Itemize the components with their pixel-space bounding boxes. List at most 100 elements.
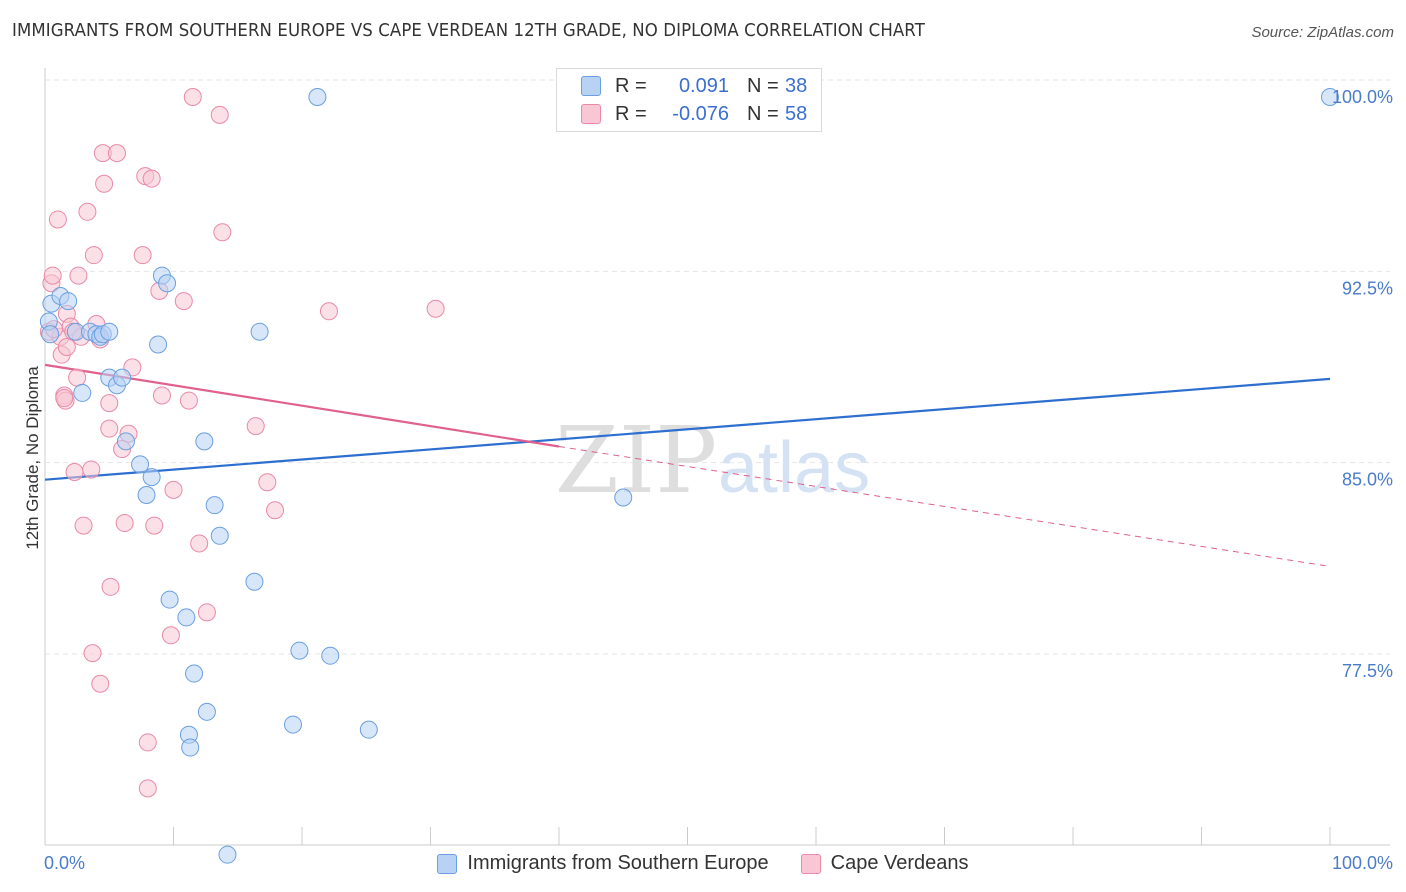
data-point-cape-verdeans [174,292,193,311]
data-point-cape-verdeans [78,202,97,221]
data-point-southern-europe [142,468,161,487]
legend-label-southern-europe: Immigrants from Southern Europe [467,852,769,874]
watermark-atlas: atlas [718,428,870,508]
data-point-southern-europe [177,608,196,627]
trend-line-southern-europe [44,377,1331,481]
data-point-cape-verdeans [145,516,164,535]
data-point-southern-europe [195,432,214,451]
data-point-cape-verdeans [43,266,62,285]
y-tick-label: 92.5% [1342,278,1393,298]
y-tick-label: 100.0% [1332,87,1393,107]
data-point-cape-verdeans [319,302,338,321]
data-point-southern-europe [290,641,309,660]
source-label: Source: ZipAtlas.com [1251,24,1394,41]
data-point-cape-verdeans [100,419,119,438]
data-point-southern-europe [158,274,177,293]
data-point-cape-verdeans [48,210,67,229]
trend-line-cape-verdeans-extrapolated [558,446,1331,567]
legend-row-blue: R = 0.091 N = 38 [581,72,807,100]
data-point-cape-verdeans [91,674,110,693]
axes [44,68,1390,846]
x-tick-label: 100.0% [1332,853,1393,873]
legend-swatch-blue [437,853,458,874]
data-point-cape-verdeans [210,105,229,124]
watermark: ZIP atlas [555,407,870,514]
data-point-southern-europe [218,845,237,864]
legend-item-southern-europe: Immigrants from Southern Europe [437,852,769,875]
data-point-cape-verdeans [115,514,134,533]
data-point-cape-verdeans [133,246,152,265]
data-point-southern-europe [185,664,204,683]
data-point-southern-europe [113,368,132,387]
data-point-southern-europe [321,646,340,665]
data-point-cape-verdeans [197,603,216,622]
data-point-cape-verdeans [101,577,120,596]
data-point-cape-verdeans [152,386,171,405]
data-point-cape-verdeans [161,626,180,645]
data-points [39,88,1339,864]
data-point-southern-europe [210,526,229,545]
data-point-cape-verdeans [142,169,161,188]
data-point-cape-verdeans [266,501,285,520]
stats-legend: R = 0.091 N = 38 R = -0.076 N = 58 [556,68,822,132]
legend-n-value: 58 [785,102,808,125]
legend-swatch-pink [800,853,821,874]
legend-swatch-blue [581,76,601,96]
data-point-cape-verdeans [65,463,84,482]
data-point-cape-verdeans [213,223,232,242]
data-point-southern-europe [359,720,378,739]
data-point-southern-europe [41,325,60,344]
legend-n-label: N = [747,102,779,125]
data-point-cape-verdeans [100,394,119,413]
grid-lines [45,79,1390,655]
data-point-cape-verdeans [107,144,126,163]
legend-row-pink: R = -0.076 N = 58 [581,100,807,128]
data-point-cape-verdeans [179,391,198,410]
data-point-southern-europe [181,738,200,757]
data-point-cape-verdeans [164,480,183,499]
data-point-southern-europe [59,292,78,311]
data-point-southern-europe [149,335,168,354]
data-point-cape-verdeans [183,88,202,106]
data-point-cape-verdeans [57,338,76,357]
data-point-cape-verdeans [82,460,101,479]
y-tick-label: 85.0% [1342,470,1393,490]
data-point-cape-verdeans [138,733,157,752]
tick-labels: 77.5% 85.0% 92.5% 100.0% 0.0% 100.0% 12th Grad… [23,87,1393,873]
legend-r-label: R = [615,74,647,97]
data-point-cape-verdeans [190,534,209,553]
data-point-cape-verdeans [68,368,87,387]
data-point-cape-verdeans [55,389,74,408]
y-tick-label: 77.5% [1342,661,1393,681]
data-point-southern-europe [284,715,303,734]
legend-item-cape-verdeans: Cape Verdeans [800,852,969,875]
data-point-cape-verdeans [138,779,157,798]
data-point-cape-verdeans [83,644,102,663]
x-tick-label: 0.0% [44,853,85,873]
data-point-southern-europe [1321,88,1339,106]
data-point-southern-europe [73,383,92,402]
data-point-southern-europe [205,496,224,515]
chart-title: IMMIGRANTS FROM SOUTHERN EUROPE VS CAPE … [12,20,925,41]
data-point-southern-europe [245,572,264,591]
data-point-cape-verdeans [258,473,277,492]
legend-r-label: R = [615,102,647,125]
data-point-southern-europe [116,432,135,451]
legend-r-value: 0.091 [678,74,729,97]
data-point-southern-europe [614,488,633,507]
watermark-zip: ZIP [555,407,717,514]
legend-n-label: N = [747,74,779,97]
series-legend: Immigrants from Southern Europe Cape Ver… [0,852,1406,875]
legend-swatch-pink [581,104,601,124]
data-point-southern-europe [197,702,216,721]
data-point-cape-verdeans [74,516,93,535]
data-point-southern-europe [308,88,327,106]
y-axis-title: 12th Grade, No Diploma [23,366,42,550]
legend-label-cape-verdeans: Cape Verdeans [830,852,969,874]
data-point-southern-europe [160,590,179,609]
legend-r-value: -0.076 [672,102,729,125]
data-point-cape-verdeans [69,266,88,285]
data-point-cape-verdeans [95,174,114,193]
data-point-southern-europe [250,322,269,341]
data-point-cape-verdeans [426,299,445,318]
